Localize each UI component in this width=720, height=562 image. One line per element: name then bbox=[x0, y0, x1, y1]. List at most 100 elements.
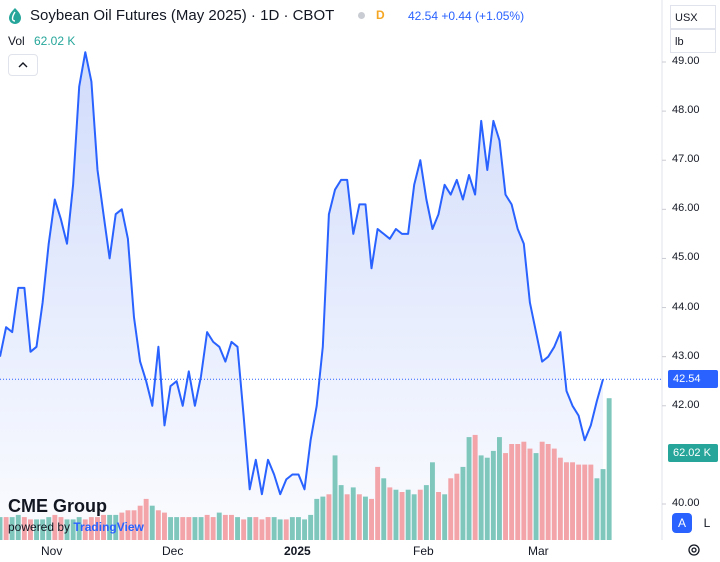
price-change-readout: 42.54 +0.44 (+1.05%) bbox=[408, 9, 525, 23]
volume-bar bbox=[277, 519, 283, 540]
powered-by-text: powered by bbox=[8, 520, 71, 534]
collapse-legend-button[interactable] bbox=[8, 54, 38, 76]
volume-bar bbox=[235, 517, 240, 540]
volume-bar bbox=[168, 517, 173, 540]
volume-bar bbox=[472, 434, 478, 540]
x-tick-label: Feb bbox=[413, 544, 434, 558]
y-tick-label: 45.00 bbox=[672, 251, 700, 263]
currency-select[interactable]: USX bbox=[670, 5, 716, 29]
volume-bar bbox=[448, 478, 454, 540]
volume-bar bbox=[411, 494, 417, 540]
volume-bar bbox=[174, 517, 180, 540]
volume-bar bbox=[265, 517, 271, 540]
volume-bar bbox=[15, 514, 21, 540]
volume-bar bbox=[399, 492, 405, 540]
symbol-title[interactable]: Soybean Oil Futures (May 2025) · 1D · CB… bbox=[30, 7, 335, 24]
volume-bar bbox=[76, 517, 82, 540]
volume-bar bbox=[283, 519, 289, 540]
volume-bar bbox=[533, 453, 539, 540]
y-tick-label: 48.00 bbox=[672, 104, 700, 116]
volume-bar bbox=[338, 485, 344, 540]
volume-bar bbox=[222, 514, 228, 540]
volume-bar bbox=[363, 496, 368, 540]
volume-bar bbox=[125, 510, 131, 540]
volume-bar bbox=[369, 498, 374, 540]
volume-bar bbox=[484, 457, 490, 540]
volume-bar bbox=[46, 517, 52, 540]
x-tick-label: 2025 bbox=[284, 544, 311, 558]
volume-bar bbox=[289, 517, 295, 540]
tradingview-text: TradingView bbox=[73, 520, 144, 534]
volume-bar bbox=[387, 487, 393, 540]
x-tick-label: Mar bbox=[528, 544, 549, 558]
y-tick-label: 40.00 bbox=[672, 497, 700, 509]
auto-scale-button[interactable]: A bbox=[672, 513, 692, 533]
volume-bar bbox=[375, 466, 381, 540]
volume-bar bbox=[131, 510, 137, 540]
commodity-logo-icon bbox=[9, 8, 21, 24]
x-tick-label: Nov bbox=[41, 544, 63, 558]
volume-bar bbox=[101, 514, 106, 540]
volume-bar bbox=[21, 517, 27, 540]
volume-bar bbox=[216, 512, 222, 540]
volume-bar bbox=[497, 437, 502, 540]
currency-value: USX bbox=[675, 12, 698, 24]
volume-bar bbox=[436, 492, 441, 540]
volume-bar bbox=[107, 514, 113, 540]
volume-bar bbox=[454, 473, 460, 540]
volume-bar bbox=[350, 487, 356, 540]
y-tick-label: 47.00 bbox=[672, 153, 700, 165]
log-scale-button[interactable]: L bbox=[703, 516, 711, 530]
volume-bar bbox=[253, 517, 259, 540]
volume-bar bbox=[606, 398, 612, 540]
y-tick-label: 43.00 bbox=[672, 350, 700, 362]
volume-label: Vol bbox=[8, 34, 25, 48]
volume-bar bbox=[247, 517, 253, 540]
volume-bar bbox=[210, 517, 216, 540]
powered-by-watermark: powered by TradingView bbox=[8, 520, 144, 534]
y-tick-label: 44.00 bbox=[672, 301, 700, 313]
volume-bar bbox=[192, 517, 198, 540]
timeframe-badge: D bbox=[376, 8, 385, 22]
volume-bar bbox=[576, 464, 582, 540]
volume-bar bbox=[82, 519, 88, 540]
volume-bar bbox=[3, 517, 9, 540]
volume-bar bbox=[588, 464, 594, 540]
volume-bar bbox=[356, 494, 362, 540]
volume-bar bbox=[296, 517, 301, 540]
settings-gear-icon[interactable] bbox=[687, 543, 701, 557]
y-tick-label: 46.00 bbox=[672, 202, 700, 214]
volume-bar bbox=[28, 519, 33, 540]
volume-bar bbox=[119, 512, 125, 540]
volume-bar bbox=[137, 505, 143, 540]
volume-bar bbox=[332, 455, 338, 540]
volume-bar bbox=[417, 489, 423, 540]
volume-bar bbox=[521, 441, 527, 540]
volume-bar bbox=[320, 496, 326, 540]
volume-bar bbox=[204, 514, 210, 540]
volume-bar bbox=[515, 444, 521, 540]
volume-bar bbox=[40, 519, 46, 540]
volume-bar bbox=[308, 514, 314, 540]
volume-bar bbox=[600, 469, 606, 540]
volume-bar bbox=[113, 514, 119, 540]
volume-bar bbox=[162, 512, 167, 540]
volume-bar bbox=[186, 517, 192, 540]
volume-bar bbox=[564, 462, 569, 540]
volume-bar bbox=[557, 457, 563, 540]
market-status-dot bbox=[358, 12, 365, 19]
unit-select[interactable]: lb bbox=[670, 29, 716, 53]
volume-bar bbox=[430, 462, 435, 540]
volume-bar bbox=[180, 517, 186, 540]
volume-bar bbox=[259, 519, 265, 540]
volume-bar bbox=[0, 517, 3, 540]
volume-bar bbox=[198, 517, 204, 540]
volume-bar bbox=[95, 517, 100, 540]
volume-bar bbox=[582, 464, 588, 540]
volume-bar bbox=[70, 519, 76, 540]
volume-bar bbox=[229, 514, 234, 540]
volume-bar bbox=[466, 437, 472, 540]
last-volume-tag: 62.02 K bbox=[668, 444, 718, 462]
volume-bar bbox=[149, 505, 155, 540]
